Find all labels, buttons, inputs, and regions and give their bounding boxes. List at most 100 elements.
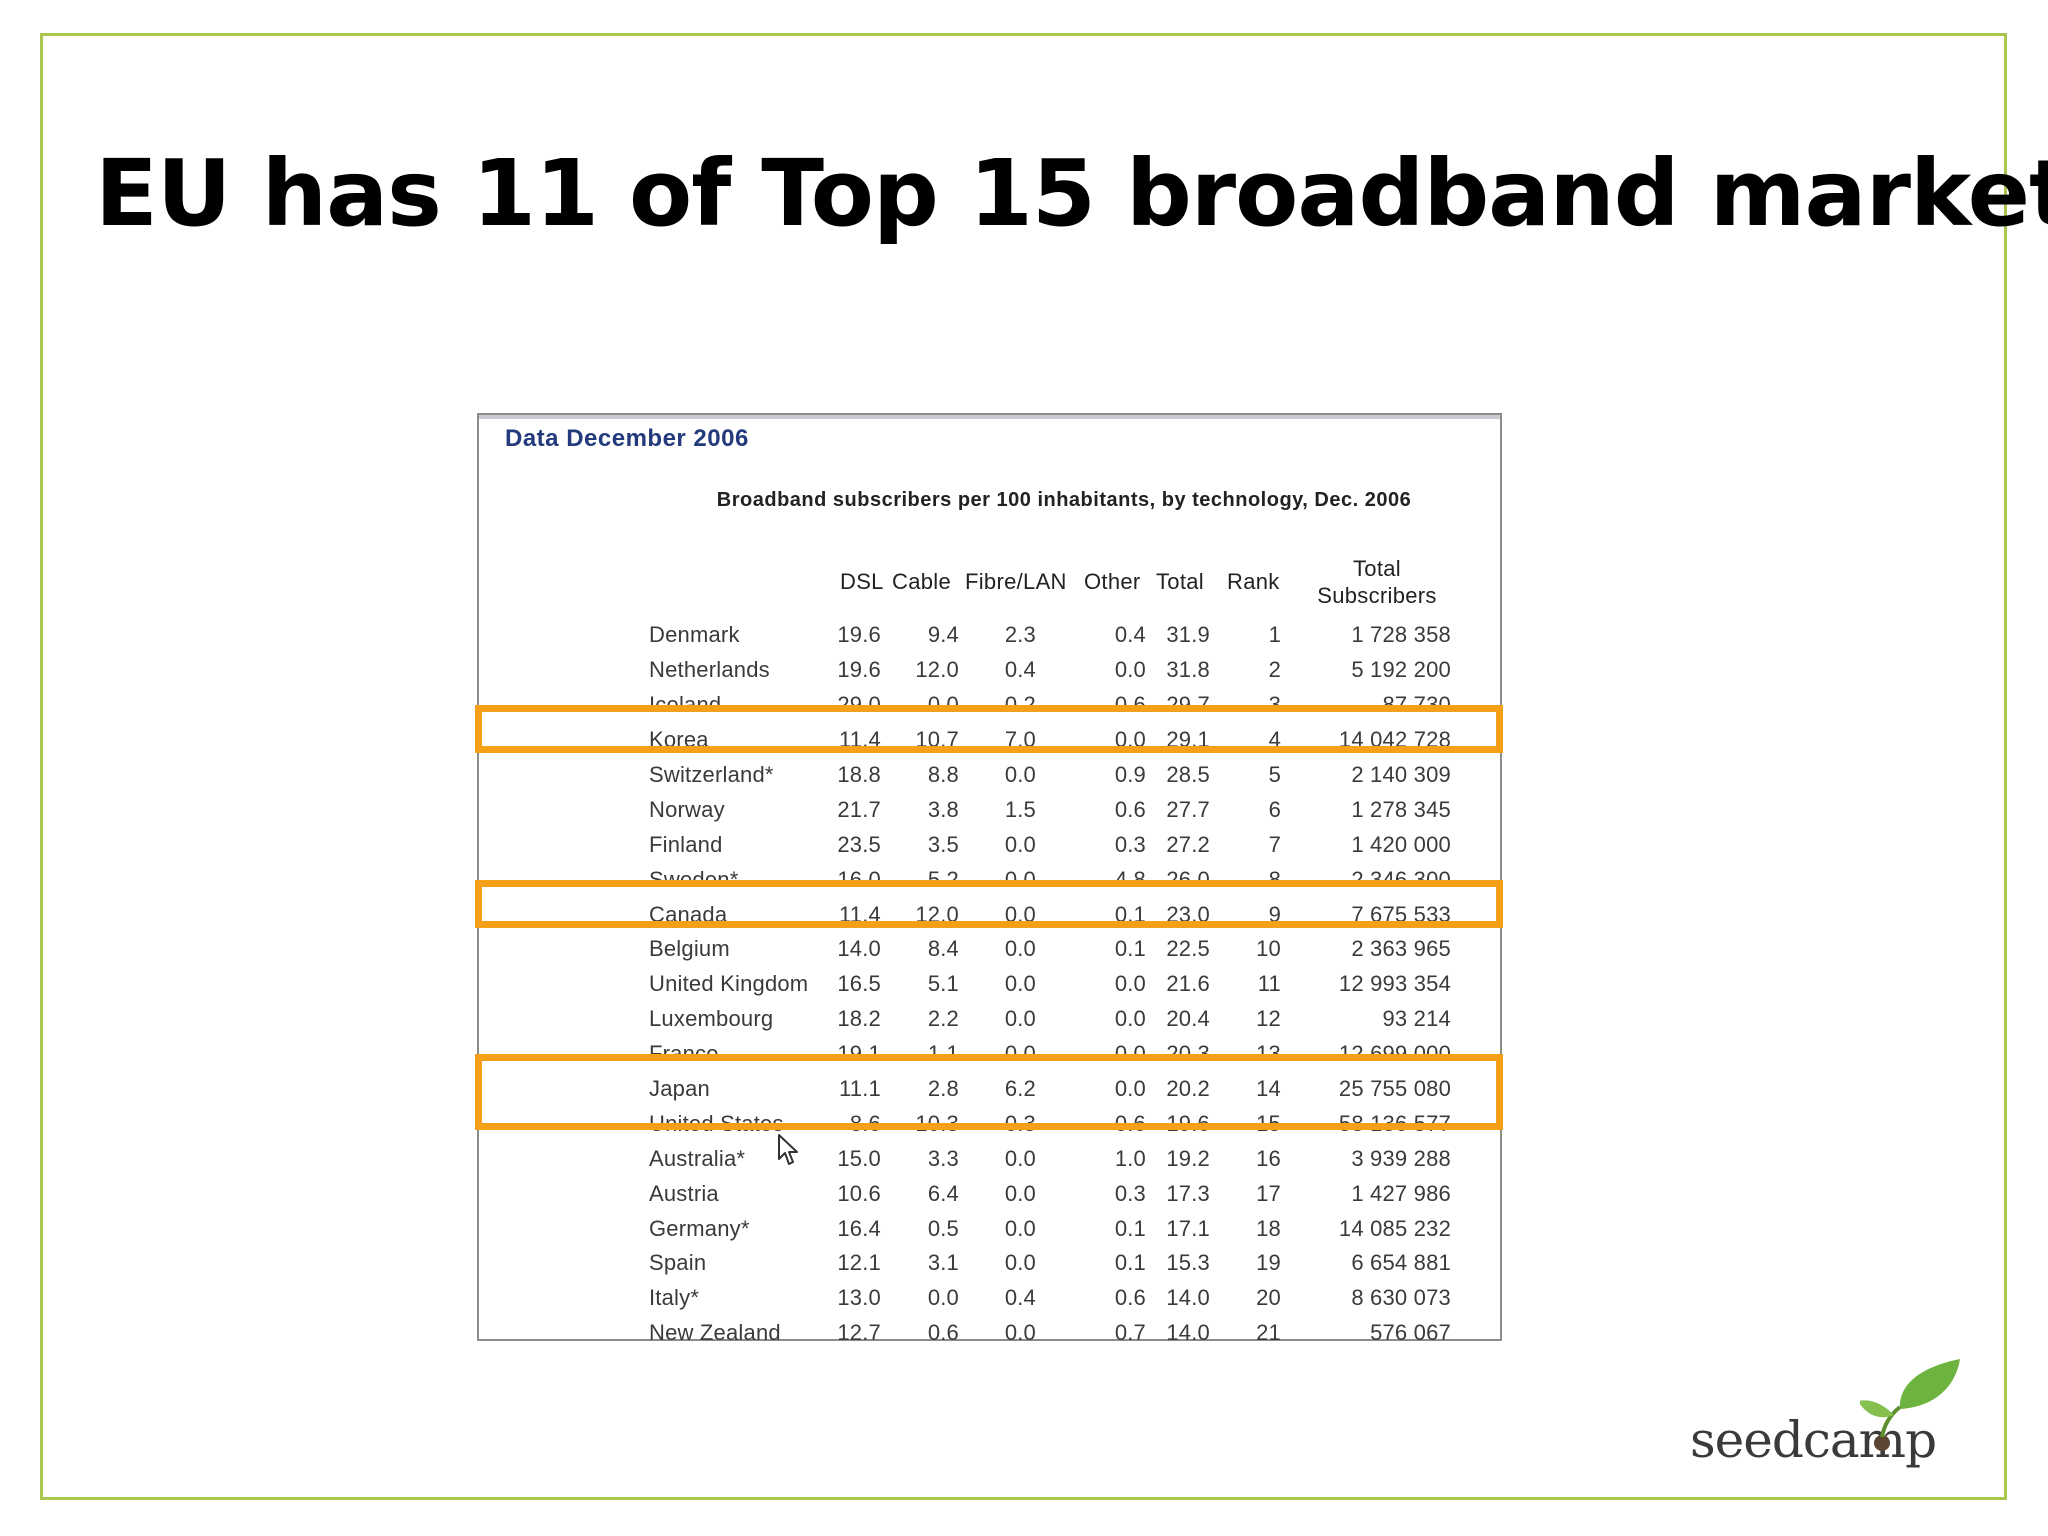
cell-other: 0.0: [1114, 1076, 1146, 1102]
cell-cable: 3.3: [927, 1145, 959, 1171]
cell-country: Denmark: [649, 622, 740, 648]
table-row: Japan 11.1 2.8 6.2 0.0 20.2 14 25 755 080: [649, 1072, 1451, 1107]
cell-total: 15.3: [1166, 1250, 1210, 1276]
cell-dsl: 19.1: [837, 1041, 881, 1067]
cell-dsl: 11.1: [839, 1076, 881, 1102]
table-row: France 19.1 1.1 0.0 0.0 20.3 13 12 699 000: [649, 1037, 1451, 1072]
cell-dsl: 18.2: [837, 1006, 881, 1032]
cell-subscribers: 12 993 354: [1338, 971, 1451, 997]
table-row: Luxembourg 18.2 2.2 0.0 0.0 20.4 12 93 214: [649, 1002, 1451, 1037]
cell-total: 14.0: [1166, 1320, 1210, 1346]
cell-total: 20.3: [1166, 1041, 1210, 1067]
cell-fibre: 0.0: [1004, 1145, 1036, 1171]
cell-dsl: 29.0: [837, 692, 881, 718]
cell-subscribers: 1 728 358: [1351, 622, 1451, 648]
cell-subscribers: 3 939 288: [1351, 1145, 1451, 1171]
cell-dsl: 19.6: [837, 622, 881, 648]
cell-country: Switzerland*: [649, 762, 774, 787]
cell-fibre: 6.2: [1004, 1076, 1036, 1102]
cell-country: Austria: [649, 1180, 719, 1206]
cell-other: 0.6: [1114, 1285, 1146, 1311]
cell-rank: 13: [1256, 1041, 1281, 1067]
cell-country: New Zealand: [649, 1320, 781, 1346]
cell-country: Belgium: [649, 936, 730, 962]
cell-fibre: 0.2: [1004, 692, 1036, 718]
mouse-pointer-icon: [778, 1134, 798, 1165]
cell-country: France: [649, 1041, 719, 1067]
cell-total: 17.1: [1166, 1215, 1210, 1241]
cell-rank: 6: [1268, 796, 1281, 822]
cell-cable: 12.0: [915, 657, 959, 683]
cell-rank: 16: [1256, 1145, 1281, 1171]
cell-fibre: 0.0: [1004, 1250, 1036, 1276]
cell-dsl: 12.7: [837, 1320, 881, 1346]
cell-cable: 2.2: [927, 1006, 959, 1032]
cell-rank: 12: [1256, 1006, 1281, 1032]
cell-rank: 17: [1256, 1180, 1281, 1206]
cell-fibre: 2.3: [1004, 622, 1036, 648]
cell-country: Australia*: [649, 1145, 746, 1171]
cell-dsl: 14.0: [837, 936, 881, 962]
cell-rank: 20: [1256, 1285, 1281, 1311]
cell-fibre: 0.0: [1004, 1215, 1036, 1241]
cell-dsl: 16.0: [837, 866, 881, 892]
table-row: Italy* 13.0 0.0 0.4 0.6 14.0 20 8 630 073: [649, 1281, 1451, 1316]
table-row: Spain 12.1 3.1 0.0 0.1 15.3 19 6 654 881: [649, 1246, 1451, 1281]
cell-subscribers: 2 140 309: [1351, 762, 1451, 787]
cell-fibre: 0.0: [1004, 1041, 1036, 1067]
seedcamp-logo: seedcamp: [1690, 1355, 1970, 1475]
table-row: Norway 21.7 3.8 1.5 0.6 27.7 6 1 278 345: [649, 792, 1451, 827]
cell-rank: 2: [1268, 657, 1281, 683]
cell-dsl: 16.4: [837, 1215, 881, 1241]
cell-cable: 8.4: [927, 936, 959, 962]
table-row: New Zealand 12.7 0.6 0.0 0.7 14.0 21 576 067: [649, 1316, 1451, 1351]
cell-cable: 0.0: [927, 1285, 959, 1311]
cell-subscribers: 1 427 986: [1351, 1180, 1451, 1206]
cell-cable: 6.4: [927, 1180, 959, 1206]
cell-fibre: 0.0: [1004, 1320, 1036, 1346]
cell-rank: 1: [1268, 622, 1281, 648]
cell-subscribers: 87 730: [1382, 692, 1451, 718]
cell-other: 0.1: [1114, 1215, 1146, 1241]
table-row: Denmark 19.6 9.4 2.3 0.4 31.9 1 1 728 358: [649, 618, 1451, 653]
cell-dsl: 15.0: [837, 1145, 881, 1171]
cell-cable: 0.0: [927, 692, 959, 718]
cell-cable: 3.5: [927, 831, 959, 857]
cell-other: 0.3: [1114, 1180, 1146, 1206]
cell-total: 31.9: [1166, 622, 1210, 648]
cell-other: 0.1: [1114, 936, 1146, 962]
broadband-table-panel: Data December 2006 Broadband subscribers…: [477, 413, 1502, 1345]
cell-total: 14.0: [1166, 1285, 1210, 1311]
cell-dsl: 12.1: [837, 1250, 881, 1276]
table-row: Belgium 14.0 8.4 0.0 0.1 22.5 10 2 363 965: [649, 932, 1451, 967]
cell-other: 0.1: [1114, 1250, 1146, 1276]
cell-dsl: 21.7: [837, 796, 881, 822]
header-cable: Cable: [892, 569, 951, 594]
cell-rank: 11: [1257, 971, 1281, 997]
highlight-box-canada: [475, 880, 1503, 928]
cell-rank: 19: [1256, 1250, 1281, 1276]
cell-subscribers: 5 192 200: [1351, 657, 1451, 683]
cell-subscribers: 576 067: [1370, 1320, 1451, 1346]
table-row: Netherlands 19.6 12.0 0.4 0.0 31.8 2 5 192 200: [649, 653, 1451, 688]
table-row: Australia* 15.0 3.3 0.0 1.0 19.2 16 3 939 288: [649, 1141, 1451, 1176]
cell-country: United Kingdom: [649, 971, 809, 997]
cell-subscribers: 6 654 881: [1351, 1250, 1451, 1276]
header-rank: Rank: [1227, 569, 1280, 594]
cell-other: 0.0: [1114, 971, 1146, 997]
cell-other: 0.3: [1114, 831, 1146, 857]
cell-country: Italy*: [649, 1285, 700, 1311]
cell-fibre: 0.0: [1004, 762, 1036, 787]
table-title: Broadband subscribers per 100 inhabitant…: [716, 489, 1412, 511]
cell-total: 22.5: [1166, 936, 1210, 962]
cell-subscribers: 8 630 073: [1351, 1285, 1451, 1311]
sprout-icon: [1860, 1359, 1960, 1451]
cell-rank: 21: [1256, 1320, 1281, 1346]
cell-subscribers: 2 346 300: [1351, 866, 1451, 892]
cell-rank: 4: [1268, 727, 1281, 753]
header-total-subscribers: Total Subscribers: [1307, 555, 1447, 609]
broadband-data-table: Denmark 19.6 9.4 2.3 0.4 31.9 1 1 728 358 Nether…: [649, 618, 1451, 1351]
cell-other: 0.9: [1114, 762, 1146, 787]
header-other: Other: [1084, 569, 1141, 594]
table-row: Austria 10.6 6.4 0.0 0.3 17.3 17 1 427 986: [649, 1176, 1451, 1211]
